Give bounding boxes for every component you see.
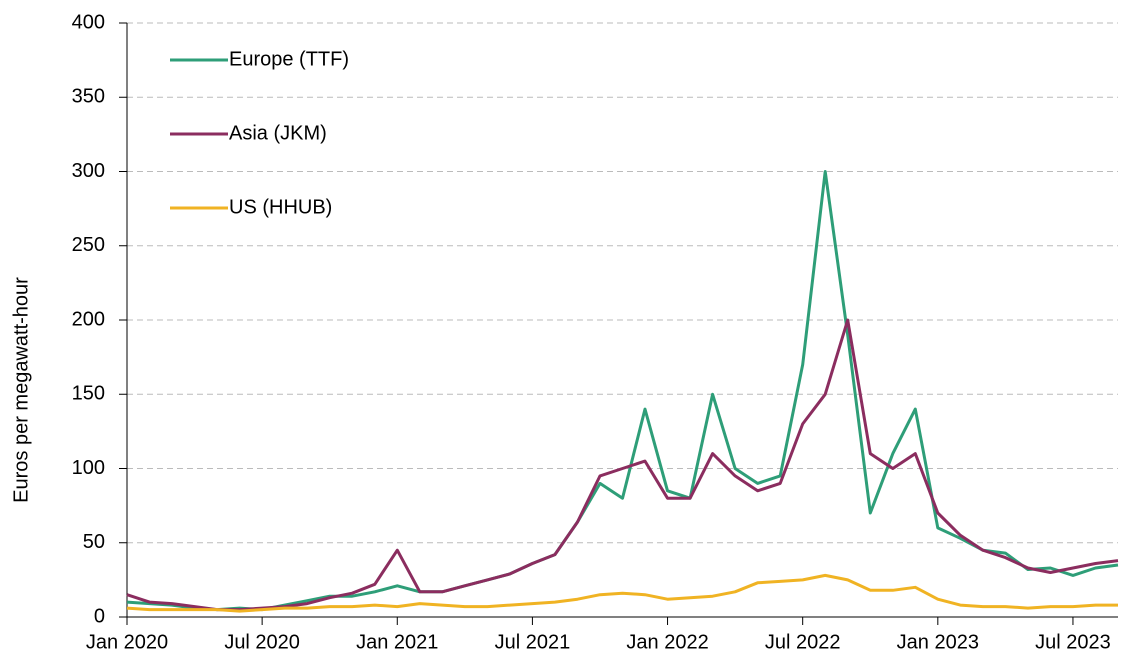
y-axis-label: Euros per megawatt-hour <box>10 277 32 503</box>
x-tick-label: Jan 2022 <box>626 631 708 653</box>
x-tick-label: Jan 2021 <box>356 631 438 653</box>
x-tick-label: Jan 2020 <box>86 631 168 653</box>
legend-label: Asia (JKM) <box>229 122 327 144</box>
x-tick-label: Jul 2021 <box>495 631 571 653</box>
y-tick-label: 200 <box>72 308 105 330</box>
x-tick-label: Jul 2022 <box>765 631 841 653</box>
y-tick-label: 0 <box>94 605 105 627</box>
y-tick-label: 300 <box>72 160 105 182</box>
y-tick-label: 350 <box>72 86 105 108</box>
y-tick-label: 400 <box>72 11 105 33</box>
y-tick-label: 100 <box>72 457 105 479</box>
y-tick-label: 250 <box>72 234 105 256</box>
series-line <box>126 573 1118 613</box>
series-line <box>126 318 1119 612</box>
y-tick-label: 50 <box>83 531 105 553</box>
y-tick-label: 150 <box>72 383 105 405</box>
x-tick-label: Jan 2023 <box>897 631 979 653</box>
legend-label: Europe (TTF) <box>229 48 349 70</box>
x-tick-label: Jul 2023 <box>1035 631 1111 653</box>
legend-label: US (HHUB) <box>229 196 332 218</box>
x-tick-label: Jul 2020 <box>224 631 300 653</box>
series-line <box>126 170 1119 612</box>
